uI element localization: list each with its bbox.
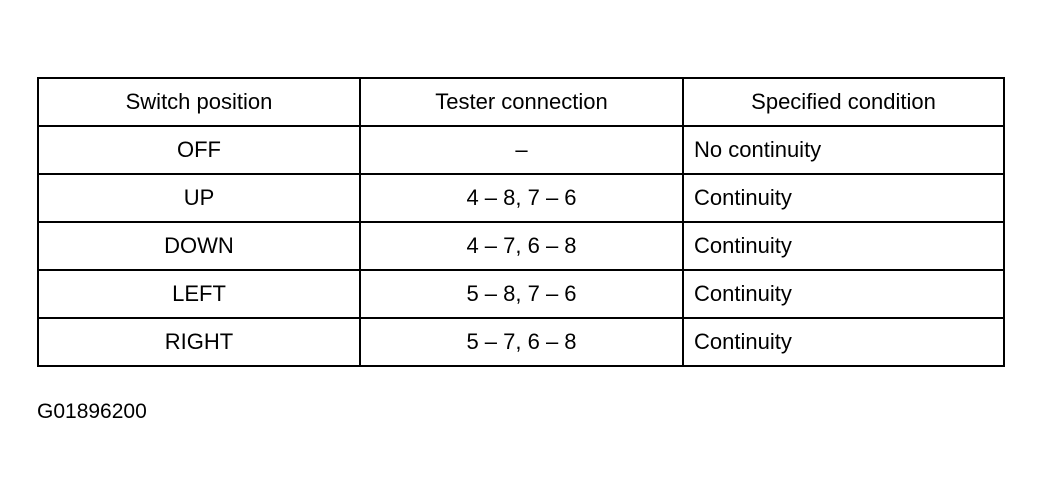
switch-position: UP: [37, 173, 361, 223]
specified-condition: Continuity: [682, 221, 1005, 271]
switch-position: OFF: [37, 125, 361, 175]
switch-inspection-table: Switch position Tester connection Specif…: [37, 77, 1005, 367]
table-row: UP 4 – 8, 7 – 6 Continuity: [37, 173, 1005, 223]
specified-condition: Continuity: [682, 269, 1005, 319]
tester-connection: 5 – 7, 6 – 8: [359, 317, 684, 367]
table-row: LEFT 5 – 8, 7 – 6 Continuity: [37, 269, 1005, 319]
switch-position: DOWN: [37, 221, 361, 271]
tester-connection: 5 – 8, 7 – 6: [359, 269, 684, 319]
header-specified-condition: Specified condition: [682, 77, 1005, 127]
table-row: OFF – No continuity: [37, 125, 1005, 175]
switch-position: LEFT: [37, 269, 361, 319]
specified-condition: No continuity: [682, 125, 1005, 175]
figure-code: G01896200: [37, 400, 147, 423]
tester-connection: –: [359, 125, 684, 175]
header-switch-position: Switch position: [37, 77, 361, 127]
header-row: Switch position Tester connection Specif…: [37, 77, 1005, 127]
switch-position: RIGHT: [37, 317, 361, 367]
header-tester-connection: Tester connection: [359, 77, 684, 127]
specified-condition: Continuity: [682, 317, 1005, 367]
tester-connection: 4 – 7, 6 – 8: [359, 221, 684, 271]
table-row: RIGHT 5 – 7, 6 – 8 Continuity: [37, 317, 1005, 367]
tester-connection: 4 – 8, 7 – 6: [359, 173, 684, 223]
specified-condition: Continuity: [682, 173, 1005, 223]
table-row: DOWN 4 – 7, 6 – 8 Continuity: [37, 221, 1005, 271]
